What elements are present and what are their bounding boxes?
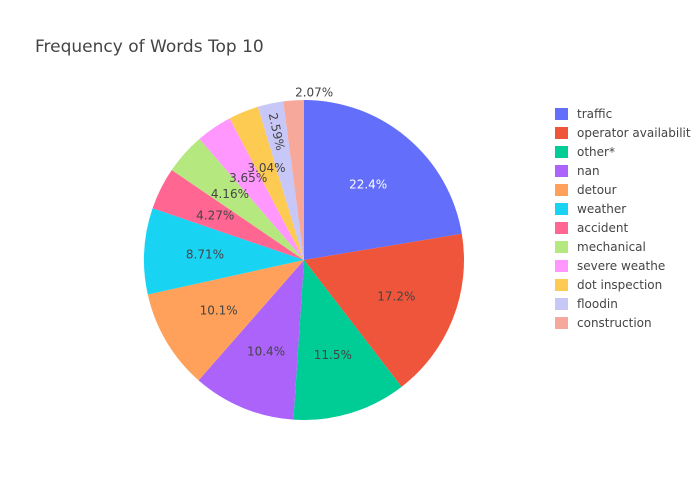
legend-swatch [555,127,568,139]
legend-label: detour [577,183,617,197]
legend-label: floodin [577,297,618,311]
legend-item[interactable]: operator availabilit [555,126,691,140]
legend-item[interactable]: other* [555,145,615,159]
slice-label: 3.04% [247,161,285,175]
legend-label: construction [577,316,652,330]
legend-swatch [555,317,568,329]
legend-item[interactable]: detour [555,183,617,197]
legend-item[interactable]: construction [555,316,652,330]
legend-swatch [555,108,568,120]
slice-label: 8.71% [186,247,224,261]
pie-labels: 22.4% 17.2% 11.5% 10.4% 10.1% 8.71% 4.27% 4.16%… [186,85,415,362]
legend-swatch [555,241,568,253]
pie-slice-operator-availabilit[interactable] [304,233,465,387]
legend-item[interactable]: nan [555,164,600,178]
legend-item[interactable]: mechanical [555,240,646,254]
legend-label: weather [577,202,626,216]
slice-label: 22.4% [349,177,387,191]
pie-slice-severe-weathe[interactable] [199,118,304,260]
pie-slice-construction[interactable] [283,100,304,260]
slice-label: 10.4% [247,345,285,359]
legend-swatch [555,222,568,234]
slice-label: 4.16% [211,187,249,201]
slice-label: 11.5% [314,348,352,362]
pie-slice-traffic[interactable] [304,100,462,260]
legend-item[interactable]: weather [555,202,626,216]
slice-label: 4.27% [196,209,234,223]
pie-slice-nan[interactable] [198,260,304,420]
slice-label: 2.07% [295,85,333,99]
slice-label: 17.2% [377,289,415,303]
pie-slice-mechanical[interactable] [171,138,304,260]
legend-label: dot inspection [577,278,662,292]
legend-swatch [555,203,568,215]
legend-label: operator availabilit [577,126,691,140]
legend-label: severe weathe [577,259,665,273]
slice-label: 10.1% [200,304,238,318]
pie-slice-detour[interactable] [147,260,304,381]
pie-slice-floodin[interactable] [257,101,304,260]
legend-label: accident [577,221,628,235]
legend-swatch [555,260,568,272]
legend-item[interactable]: traffic [555,107,612,121]
legend-swatch [555,298,568,310]
legend-item[interactable]: floodin [555,297,618,311]
legend-label: other* [577,145,615,159]
legend-item[interactable]: severe weathe [555,259,665,273]
legend-swatch [555,165,568,177]
pie-slices [144,100,465,420]
slice-label: 3.65% [229,171,267,185]
pie-slice-dot-inspection[interactable] [229,106,304,261]
legend-item[interactable]: accident [555,221,628,235]
pie-slice-weather[interactable] [144,208,304,295]
pie-slice-accident[interactable] [152,170,304,260]
chart-title: Frequency of Words Top 10 [35,37,264,57]
legend-swatch [555,184,568,196]
legend-label: traffic [577,107,612,121]
legend-item[interactable]: dot inspection [555,278,662,292]
legend-swatch [555,279,568,291]
legend-label: mechanical [577,240,646,254]
legend-swatch [555,146,568,158]
legend[interactable]: traffic operator availabilit other* nan deto… [555,107,691,330]
pie-slice-other-[interactable] [293,260,402,420]
legend-label: nan [577,164,600,178]
